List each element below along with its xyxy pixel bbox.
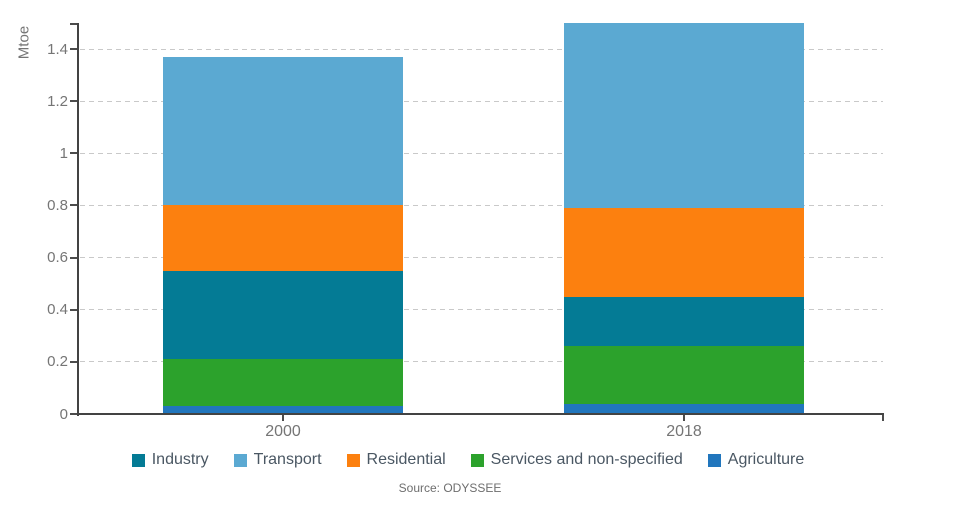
gridline-0.6 <box>80 257 883 259</box>
y-tick-label: 0.2 <box>47 353 68 371</box>
legend-label: Transport <box>253 451 322 468</box>
gridline-1.4 <box>80 48 883 50</box>
y-axis-tick <box>70 48 77 51</box>
y-axis-tick <box>70 413 77 415</box>
legend-swatch-icon-industry <box>131 453 145 467</box>
y-tick-label: 0.8 <box>47 196 68 214</box>
legend-label: Industry <box>151 451 209 468</box>
legend-item-transport[interactable]: Transport <box>233 451 322 469</box>
y-axis-tick <box>70 256 77 259</box>
y-tick-label: 1.4 <box>47 40 68 58</box>
legend-label: Agriculture <box>727 451 805 468</box>
bar-segment-agriculture-2018[interactable] <box>564 403 804 414</box>
gridline-0.8 <box>80 204 883 206</box>
legend-item-agriculture[interactable]: Agriculture <box>707 451 805 469</box>
y-axis-tick <box>70 204 77 207</box>
y-axis-tick <box>70 100 77 103</box>
bar-segment-industry-2018[interactable] <box>564 296 804 347</box>
y-axis-line <box>77 23 79 416</box>
gridline-0.2 <box>80 361 883 363</box>
gridline-0.4 <box>80 309 883 311</box>
legend-item-industry[interactable]: Industry <box>131 451 209 469</box>
bar-segment-residential-2000[interactable] <box>163 205 403 271</box>
y-tick-label: 0.6 <box>47 249 68 267</box>
legend-item-services-and-non-specified[interactable]: Services and non-specified <box>470 451 683 469</box>
y-axis-tick <box>70 152 77 155</box>
legend-label: Services and non-specified <box>490 451 683 468</box>
bar-segment-agriculture-2000[interactable] <box>163 406 403 414</box>
bar-segment-services-and-non-specified-2000[interactable] <box>163 359 403 407</box>
x-tick-label-2018: 2018 <box>666 423 702 440</box>
legend-label: Residential <box>366 451 446 468</box>
x-axis-tick-2000 <box>282 415 284 421</box>
y-tick-label: 0 <box>59 405 68 423</box>
bar-segment-transport-2000[interactable] <box>163 56 403 206</box>
y-axis-tick <box>70 308 77 311</box>
y-tick-label: 1.2 <box>47 92 68 110</box>
y-tick-label: 0.4 <box>47 301 68 319</box>
x-axis-tick-2018 <box>683 415 685 421</box>
x-tick-label-2000: 2000 <box>265 423 301 440</box>
gridline-1 <box>80 152 883 154</box>
legend-swatch-icon-transport <box>233 453 247 467</box>
y-tick-label: 1 <box>59 144 68 162</box>
x-axis-line <box>77 413 884 415</box>
legend-item-residential[interactable]: Residential <box>346 451 446 469</box>
y-axis-tick <box>70 360 77 363</box>
legend-swatch-icon-residential <box>346 453 360 467</box>
legend-swatch-icon-agriculture <box>707 453 721 467</box>
bar-segment-industry-2000[interactable] <box>163 270 403 360</box>
bar-segment-residential-2018[interactable] <box>564 208 804 297</box>
y-axis-end-tick <box>70 23 77 25</box>
source-caption: Source: ODYSSEE <box>398 481 502 495</box>
x-axis-end-tick <box>882 415 884 421</box>
bar-segment-services-and-non-specified-2018[interactable] <box>564 346 804 404</box>
legend: Industry Transport Residential Services and… <box>0 451 936 469</box>
gridline-1.2 <box>80 100 883 102</box>
legend-swatch-icon-services-and-non-specified <box>470 453 484 467</box>
bar-segment-transport-2018[interactable] <box>564 23 804 209</box>
